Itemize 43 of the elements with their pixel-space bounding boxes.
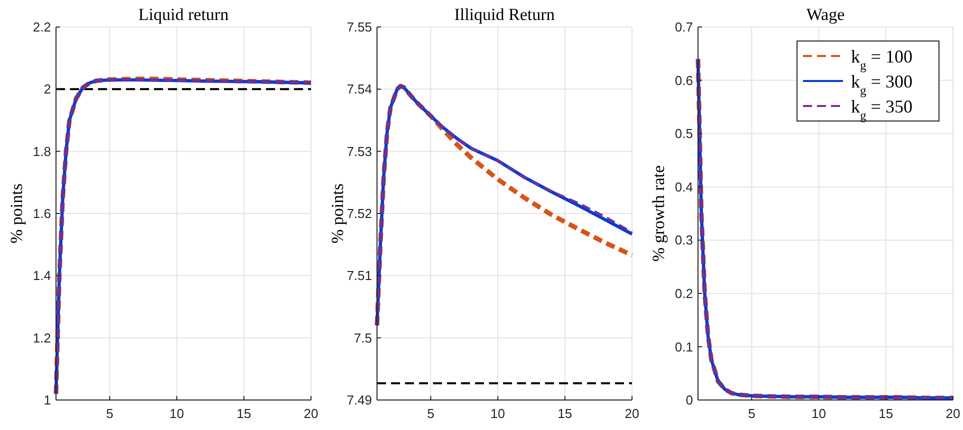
chart-title: Illiquid Return xyxy=(454,5,556,24)
y-tick-label: 0.3 xyxy=(674,232,693,248)
x-tick-label: 20 xyxy=(624,406,640,421)
x-tick-label: 10 xyxy=(170,406,184,421)
x-tick-label: 15 xyxy=(558,406,572,421)
y-tick-label: 1.4 xyxy=(32,268,51,284)
y-tick-label: 0.7 xyxy=(674,20,693,35)
x-tick-label: 5 xyxy=(748,406,756,421)
x-tick-label: 15 xyxy=(236,406,252,421)
y-tick-label: 1 xyxy=(44,392,51,408)
chart-title: Wage xyxy=(806,5,845,24)
y-tick-label: 2 xyxy=(44,82,51,97)
y-tick-label: 0.5 xyxy=(674,126,693,142)
y-tick-label: 2.2 xyxy=(32,20,51,35)
y-tick-label: 7.49 xyxy=(346,392,372,408)
legend-label: k$_{g}$ = 100 xyxy=(851,46,912,72)
x-tick-label: 10 xyxy=(812,406,826,421)
x-tick-label: 20 xyxy=(304,406,318,421)
y-axis-title: % growth rate xyxy=(649,165,668,262)
y-tick-label: 7.53 xyxy=(346,144,372,159)
y-tick-label: 0.4 xyxy=(674,179,693,194)
x-tick-label: 5 xyxy=(106,406,114,421)
legend-label: k$_{g}$ = 300 xyxy=(851,71,912,98)
y-tick-label: 7.54 xyxy=(346,82,372,97)
x-tick-label: 15 xyxy=(878,406,894,421)
x-tick-label: 10 xyxy=(490,406,506,421)
y-tick-label: 1.8 xyxy=(32,144,51,159)
y-tick-label: 7.52 xyxy=(346,206,372,222)
y-axis-title: % points xyxy=(7,184,26,244)
y-tick-label: 7.51 xyxy=(346,268,372,284)
y-tick-label: 0.6 xyxy=(674,72,693,88)
chart-title: Liquid return xyxy=(138,5,230,24)
y-tick-label: 7.55 xyxy=(346,20,372,35)
y-tick-label: 1.6 xyxy=(32,206,51,222)
y-tick-label: 0.1 xyxy=(674,339,693,354)
x-tick-label: 20 xyxy=(946,406,960,421)
y-tick-label: 1.2 xyxy=(32,330,51,346)
y-axis-title: % points xyxy=(328,184,347,244)
x-tick-label: 5 xyxy=(427,406,434,421)
y-tick-label: 0.2 xyxy=(674,286,693,301)
y-tick-label: 0 xyxy=(686,392,693,408)
legend-label: k$_{g}$ = 350 xyxy=(851,96,912,122)
y-tick-label: 7.5 xyxy=(354,330,372,346)
